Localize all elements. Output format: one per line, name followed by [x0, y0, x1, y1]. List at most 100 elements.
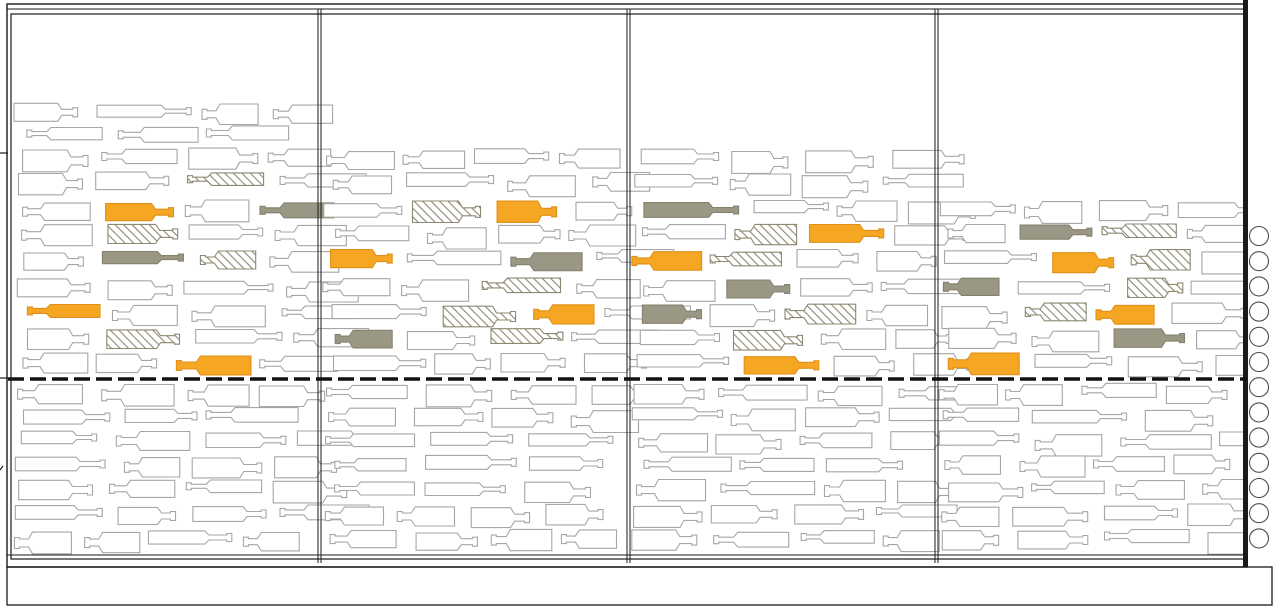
bottle [500, 352, 566, 373]
bottle [1019, 224, 1093, 240]
bottle-layer [13, 102, 1244, 555]
bottle [335, 225, 410, 242]
bottle [820, 328, 887, 351]
bottle [943, 250, 1037, 264]
bottle [568, 224, 637, 247]
bottle [415, 532, 478, 551]
bottle [107, 223, 179, 245]
bottle [17, 384, 83, 405]
bottle [101, 148, 178, 165]
bottle [631, 529, 698, 551]
bottle [836, 200, 898, 222]
bottle [14, 505, 103, 520]
bottle [22, 202, 91, 221]
bottle [639, 329, 721, 346]
bottle [784, 303, 857, 325]
bottle [633, 505, 703, 528]
bottle [490, 328, 564, 344]
bottle [1052, 252, 1115, 274]
bottle [718, 384, 808, 401]
bottle [117, 506, 177, 526]
bottle [334, 329, 393, 349]
bottle [13, 531, 72, 555]
bottle [800, 278, 873, 297]
knob [1248, 225, 1270, 247]
bottle [22, 409, 111, 425]
bottle [1165, 385, 1228, 405]
bottle [16, 278, 91, 298]
bottle [1130, 249, 1191, 271]
knob [1248, 427, 1270, 448]
bottle [105, 203, 175, 222]
bottle [402, 150, 466, 169]
bottle [411, 200, 482, 224]
bottle [1005, 384, 1063, 406]
bottle [643, 456, 732, 472]
bottle [1031, 409, 1128, 424]
bottle [1177, 202, 1244, 219]
base-plinth [6, 566, 1273, 606]
bottle [560, 529, 618, 549]
bottle [23, 252, 84, 271]
bottle [442, 305, 517, 328]
bottle [473, 148, 550, 164]
bottle [942, 407, 1020, 422]
bottle [713, 531, 790, 548]
bottle [22, 149, 89, 173]
bottle [192, 506, 267, 522]
bottle [866, 304, 929, 327]
bottle [191, 457, 263, 479]
bottle [833, 355, 895, 377]
bottle [147, 530, 233, 545]
bottle [1031, 480, 1105, 495]
bottle [322, 278, 391, 297]
bottle [808, 223, 885, 243]
bottle [1127, 356, 1203, 378]
bottle [636, 354, 730, 368]
bottle [401, 279, 470, 302]
bottle [498, 224, 561, 244]
bottle [634, 173, 719, 188]
bottle [825, 458, 904, 473]
bottle [115, 430, 191, 451]
bottle [101, 250, 184, 265]
bottle [638, 433, 709, 453]
bottle [274, 224, 347, 247]
bottle [1187, 503, 1244, 527]
knob [1248, 251, 1270, 272]
bottle [1024, 302, 1087, 322]
bottle [117, 126, 199, 143]
bottle [1115, 480, 1185, 500]
bottle [805, 407, 880, 428]
bottle [1034, 353, 1113, 368]
bottle [1095, 304, 1155, 325]
bottle [558, 148, 621, 169]
bottle [800, 530, 875, 544]
bottle [1103, 528, 1190, 544]
bottle [185, 479, 263, 494]
bottle [1034, 434, 1103, 457]
bottle [631, 407, 724, 421]
bottle [1012, 506, 1089, 527]
bottle [743, 356, 820, 375]
bottle [406, 250, 502, 266]
bottle [14, 456, 106, 472]
bottle [801, 175, 869, 199]
bottle [1031, 330, 1100, 353]
bottle [425, 384, 493, 408]
bottle [1019, 455, 1086, 478]
bottle [95, 353, 158, 374]
bottle [631, 251, 703, 271]
bottle [491, 407, 554, 428]
bottle [430, 431, 514, 446]
bottle [434, 353, 491, 375]
bottle [406, 331, 476, 351]
bottle [947, 223, 1006, 244]
knob [1248, 276, 1270, 297]
bottle [1215, 354, 1244, 376]
bottle [528, 433, 614, 447]
knob [1248, 301, 1270, 322]
bottle [26, 303, 101, 318]
bottle [794, 504, 865, 525]
bottle [731, 150, 789, 174]
